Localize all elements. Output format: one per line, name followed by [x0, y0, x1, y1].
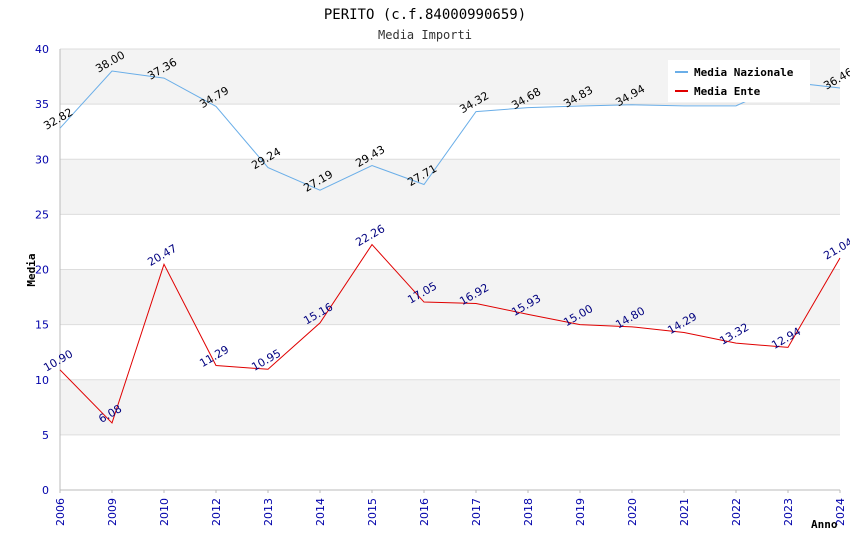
- legend: Media Nazionale Media Ente: [668, 60, 810, 102]
- y-tick-label: 0: [42, 484, 49, 497]
- y-tick-label: 25: [35, 208, 49, 221]
- legend-box: [668, 60, 810, 102]
- x-tick-label: 2009: [106, 498, 119, 526]
- x-tick-labels: 2006 2009 2010 2012 2013 2014 2015 2016 2017 2018…: [54, 490, 847, 526]
- x-tick-label: 2006: [54, 498, 67, 526]
- series-line-media-ente: [59, 243, 841, 424]
- band: [60, 269, 840, 325]
- x-tick-label: 2020: [626, 498, 639, 526]
- background-bands: [60, 49, 840, 490]
- band: [60, 324, 840, 380]
- y-axis-label: Media: [25, 253, 38, 286]
- band: [60, 104, 840, 160]
- y-tick-label: 5: [42, 429, 49, 442]
- y-tick-label: 15: [35, 319, 49, 332]
- x-tick-label: 2024: [834, 498, 847, 526]
- y-tick-label: 35: [35, 98, 49, 111]
- x-axis-label: Anno: [811, 518, 838, 531]
- legend-entry: Media Nazionale: [694, 66, 794, 79]
- axes: [59, 49, 840, 491]
- y-tick-label: 40: [35, 43, 49, 56]
- x-tick-label: 2010: [158, 498, 171, 526]
- legend-entry: Media Ente: [694, 85, 761, 98]
- x-tick-label: 2018: [522, 498, 535, 526]
- x-tick-label: 2017: [470, 498, 483, 526]
- x-tick-label: 2021: [678, 498, 691, 526]
- x-tick-label: 2023: [782, 498, 795, 526]
- chart-title: PERITO (c.f.84000990659): [324, 7, 526, 23]
- x-tick-label: 2019: [574, 498, 587, 526]
- x-tick-label: 2013: [262, 498, 275, 526]
- band: [60, 214, 840, 270]
- y-tick-label: 30: [35, 153, 49, 166]
- x-tick-label: 2014: [314, 498, 327, 526]
- x-tick-label: 2022: [730, 498, 743, 526]
- series-line-media-nazionale: [59, 70, 841, 191]
- y-tick-label: 10: [35, 374, 49, 387]
- series-lines: [59, 70, 841, 424]
- y-tick-label: 20: [35, 264, 49, 277]
- x-tick-label: 2016: [418, 498, 431, 526]
- x-tick-label: 2012: [210, 498, 223, 526]
- chart-subtitle: Media Importi: [378, 28, 472, 42]
- x-tick-label: 2015: [366, 498, 379, 526]
- band: [60, 379, 840, 435]
- y-tick-labels: 0 5 10 15 20 25 30 35 40: [35, 43, 49, 497]
- band: [60, 434, 840, 490]
- band: [60, 159, 840, 215]
